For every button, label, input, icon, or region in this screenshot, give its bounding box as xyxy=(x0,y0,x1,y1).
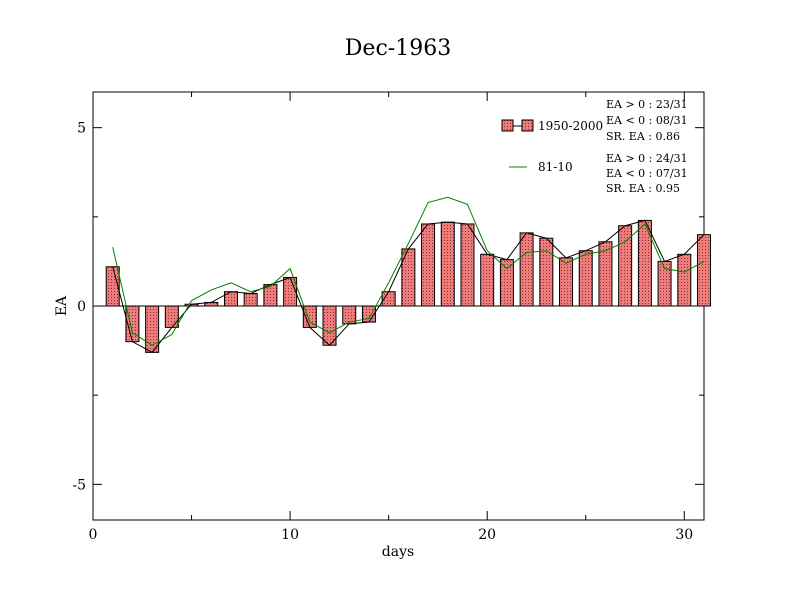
x-tick-label-10: 10 xyxy=(281,527,299,543)
axes: 0 10 20 30 -5 0 5 xyxy=(72,92,704,543)
legend-stat-line-sr: SR. EA : 0.95 xyxy=(606,182,680,195)
x-tick-label-30: 30 xyxy=(675,527,693,543)
legend-bar-swatch-right xyxy=(521,119,534,132)
legend-label-1950-2000: 1950-2000 xyxy=(538,119,603,133)
bar-series xyxy=(105,219,711,353)
y-tick-label-0: 0 xyxy=(77,299,86,315)
bar-day-1 xyxy=(105,266,120,307)
y-tick-label--5: -5 xyxy=(72,477,86,493)
bar-day-23 xyxy=(539,237,554,307)
x-tick-label-0: 0 xyxy=(89,527,98,543)
bar-day-18 xyxy=(440,221,455,307)
bar-day-4 xyxy=(164,305,179,328)
bar-day-12 xyxy=(322,305,337,346)
legend-bar-swatch-left xyxy=(501,119,514,132)
x-axis-label: days xyxy=(382,544,414,560)
bar-day-17 xyxy=(421,223,436,307)
bar-series-connector-line xyxy=(112,219,705,354)
bar-day-19 xyxy=(460,223,475,307)
x-tick-label-20: 20 xyxy=(478,527,496,543)
legend: 1950-2000 EA > 0 : 23/31 EA < 0 : 08/31 … xyxy=(501,98,688,195)
legend-stat-line-negative: EA < 0 : 07/31 xyxy=(606,167,688,180)
y-axis-label: EA xyxy=(54,295,70,316)
bar-day-22 xyxy=(519,232,534,307)
y-tick-label-5: 5 xyxy=(77,121,86,137)
bar-day-20 xyxy=(480,253,495,307)
bar-day-25 xyxy=(578,250,593,307)
bar-day-24 xyxy=(559,257,574,307)
line-series xyxy=(112,196,705,354)
legend-stat-bar-negative: EA < 0 : 08/31 xyxy=(606,114,688,127)
legend-stat-line-positive: EA > 0 : 24/31 xyxy=(606,152,688,165)
bar-day-21 xyxy=(499,259,514,307)
legend-label-81-10: 81-10 xyxy=(538,160,573,174)
bar-day-31 xyxy=(697,234,711,307)
chart-title: Dec-1963 xyxy=(345,36,451,61)
bar-day-8 xyxy=(243,293,258,307)
legend-stat-bar-positive: EA > 0 : 23/31 xyxy=(606,98,688,111)
bar-day-30 xyxy=(677,253,692,307)
series-line-81-10 xyxy=(112,196,705,346)
legend-stat-bar-sr: SR. EA : 0.86 xyxy=(606,130,680,143)
bar-day-16 xyxy=(401,248,416,307)
